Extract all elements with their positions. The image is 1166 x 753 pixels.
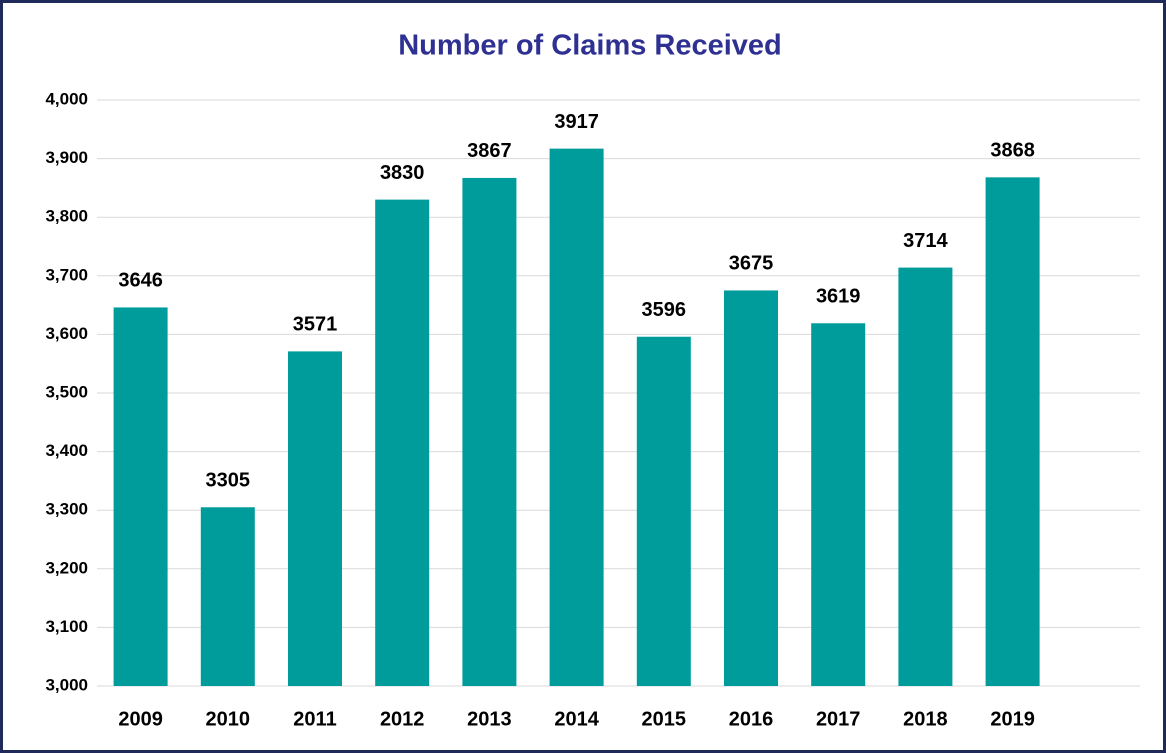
x-tick-label: 2009 (118, 708, 163, 730)
bar (636, 336, 691, 686)
x-tick-label: 2016 (729, 708, 774, 730)
bar (375, 199, 430, 686)
bar (985, 177, 1040, 687)
y-tick-label: 3,000 (45, 675, 88, 694)
y-tick-label: 3,100 (45, 617, 88, 636)
data-label: 3619 (816, 286, 861, 308)
data-label: 3714 (903, 230, 948, 252)
bar (898, 267, 953, 686)
data-label: 3830 (380, 162, 425, 184)
data-label: 3305 (206, 470, 251, 492)
x-tick-label: 2017 (816, 708, 861, 730)
bar (724, 290, 778, 686)
y-tick-label: 3,300 (45, 500, 88, 519)
y-tick-label: 4,000 (45, 89, 88, 108)
y-tick-label: 3,800 (45, 207, 88, 226)
chart-title: Number of Claims Received (398, 30, 782, 62)
y-tick-label: 3,500 (45, 382, 88, 401)
y-tick-label: 3,700 (45, 265, 88, 284)
y-tick-label: 3,600 (45, 324, 88, 343)
data-label: 3917 (554, 111, 599, 133)
y-tick-label: 3,400 (45, 441, 88, 460)
x-tick-label: 2014 (554, 708, 599, 730)
bar (288, 351, 342, 686)
x-tick-label: 2013 (467, 708, 512, 730)
data-label: 3571 (293, 314, 338, 336)
data-label: 3675 (729, 253, 774, 275)
y-tick-label: 3,900 (45, 148, 88, 167)
data-label: 3868 (990, 140, 1035, 162)
x-tick-label: 2010 (206, 708, 251, 730)
data-label: 3596 (642, 299, 687, 321)
x-tick-label: 2019 (990, 708, 1035, 730)
x-tick-label: 2012 (380, 708, 425, 730)
bar (200, 507, 255, 686)
bar (811, 323, 866, 686)
x-tick-label: 2015 (642, 708, 687, 730)
bar (549, 148, 604, 686)
bar (113, 307, 168, 686)
x-tick-label: 2011 (293, 708, 336, 730)
y-tick-label: 3,200 (45, 558, 88, 577)
x-tick-label: 2018 (903, 708, 948, 730)
data-label: 3867 (467, 140, 512, 162)
data-label: 3646 (118, 270, 163, 292)
bar (462, 177, 517, 687)
